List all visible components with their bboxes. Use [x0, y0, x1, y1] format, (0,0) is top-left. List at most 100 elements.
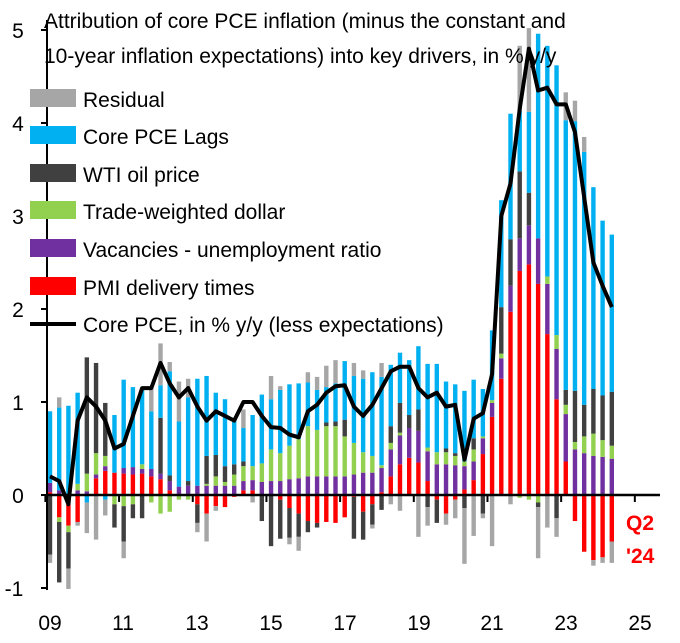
bar-segment-pmi-delivery-times-2023Q2 — [572, 495, 578, 522]
bar-segment-pmi-delivery-times-2022Q1 — [526, 264, 532, 495]
bar-segment-wti-oil-price-2009Q2 — [57, 521, 62, 583]
bar-segment-residual-2013Q1 — [195, 522, 200, 533]
bar-segment-pmi-delivery-times-2024Q2 — [609, 495, 615, 542]
bar-segment-pmi-delivery-times-2015Q4 — [296, 495, 301, 514]
bar-segment-wti-oil-price-2023Q2 — [572, 390, 578, 442]
bar-segment-pmi-delivery-times-2018Q2 — [388, 476, 393, 495]
bar-segment-vacancies-unemployment-ratio-2016Q4 — [333, 476, 338, 495]
bar-segment-residual-2017Q4 — [370, 524, 375, 529]
bar-segment-pmi-delivery-times-2020Q4 — [480, 454, 486, 495]
bar-segment-pmi-delivery-times-2021Q3 — [508, 311, 513, 495]
bar-segment-trade-weighted-dollar-2015Q4 — [296, 439, 301, 479]
bar-segment-trade-weighted-dollar-2018Q3 — [397, 432, 403, 436]
bar-segment-residual-2010Q1 — [84, 502, 90, 534]
bar-segment-core-pce-lags-2014Q2 — [241, 428, 246, 462]
bar-segment-core-pce-lags-2022Q4 — [554, 65, 559, 336]
bar-segment-trade-weighted-dollar-2022Q4 — [554, 335, 559, 349]
bar-segment-core-pce-lags-2014Q4 — [259, 394, 265, 464]
bar-segment-core-pce-lags-2013Q2 — [204, 375, 209, 456]
bar-segment-wti-oil-price-2011Q2 — [130, 504, 136, 519]
bar-segment-vacancies-unemployment-ratio-2021Q1 — [489, 402, 495, 417]
bar-segment-residual-2020Q3 — [471, 495, 476, 536]
bar-segment-core-pce-lags-2022Q1 — [526, 111, 532, 193]
bar-segment-residual-2022Q2 — [535, 507, 541, 559]
bar-segment-trade-weighted-dollar-2023Q4 — [591, 433, 596, 456]
bar-segment-vacancies-unemployment-ratio-2020Q3 — [471, 461, 476, 481]
bar-segment-pmi-delivery-times-2023Q1 — [563, 461, 568, 495]
bar-segment-wti-oil-price-2017Q1 — [342, 419, 347, 437]
bar-segment-wti-oil-price-2023Q4 — [591, 388, 596, 434]
bar-segment-residual-2015Q4 — [296, 536, 301, 551]
bar-segment-vacancies-unemployment-ratio-2018Q1 — [379, 468, 384, 493]
bar-segment-pmi-delivery-times-2016Q1 — [305, 495, 311, 522]
bar-segment-vacancies-unemployment-ratio-2014Q2 — [241, 481, 246, 491]
chart-title-line-1: Attribution of core PCE inflation (minus… — [44, 10, 566, 33]
bar-segment-trade-weighted-dollar-2011Q1 — [121, 495, 126, 507]
bar-segment-residual-2021Q1 — [489, 495, 495, 547]
bar-segment-vacancies-unemployment-ratio-2017Q2 — [351, 474, 357, 495]
bar-segment-core-pce-lags-2016Q2 — [314, 389, 320, 430]
bar-segment-pmi-delivery-times-2014Q2 — [241, 490, 246, 495]
bar-segment-vacancies-unemployment-ratio-2014Q3 — [250, 480, 255, 491]
bar-segment-core-pce-lags-2013Q3 — [213, 392, 218, 456]
bar-segment-vacancies-unemployment-ratio-2019Q3 — [434, 464, 440, 495]
bar-segment-core-pce-lags-2022Q2 — [535, 33, 541, 239]
bar-segment-trade-weighted-dollar-2020Q2 — [462, 461, 467, 467]
bar-segment-vacancies-unemployment-ratio-2020Q2 — [462, 466, 467, 490]
bar-segment-core-pce-lags-2013Q1 — [195, 378, 200, 486]
bar-segment-pmi-delivery-times-2016Q3 — [324, 495, 329, 522]
bar-segment-wti-oil-price-2012Q2 — [167, 475, 172, 482]
bar-segment-core-pce-lags-2024Q2 — [609, 234, 615, 392]
bar-segment-trade-weighted-dollar-2016Q2 — [314, 429, 320, 477]
bar-segment-residual-2011Q4 — [149, 388, 154, 412]
bar-segment-core-pce-lags-2010Q1 — [84, 495, 90, 503]
bar-segment-wti-oil-price-2010Q4 — [112, 504, 117, 528]
bar-segment-pmi-delivery-times-2021Q4 — [517, 270, 522, 495]
bar-segment-core-pce-lags-2009Q1 — [47, 411, 53, 483]
bar-segment-residual-2019Q4 — [443, 513, 449, 525]
bar-segment-wti-oil-price-2017Q2 — [351, 496, 357, 539]
bar-segment-residual-2016Q1 — [305, 372, 311, 383]
legend-label: Core PCE Lags — [83, 126, 229, 149]
bar-segment-trade-weighted-dollar-2012Q1 — [158, 495, 163, 514]
bar-segment-vacancies-unemployment-ratio-2023Q3 — [581, 453, 587, 495]
legend-swatch-vacancies — [30, 239, 76, 257]
bar-segment-trade-weighted-dollar-2021Q2 — [499, 353, 504, 359]
bar-segment-wti-oil-price-2013Q1 — [195, 504, 200, 523]
bar-segment-trade-weighted-dollar-2017Q1 — [342, 436, 347, 477]
bar-segment-trade-weighted-dollar-2015Q3 — [287, 445, 292, 480]
bar-segment-core-pce-lags-2018Q1 — [379, 376, 384, 466]
bar-segment-trade-weighted-dollar-2016Q4 — [333, 426, 338, 477]
bar-segment-pmi-delivery-times-2020Q2 — [462, 489, 467, 495]
x-tick-label: 17 — [333, 612, 356, 635]
bar-segment-core-pce-lags-2017Q4 — [370, 372, 375, 456]
bar-segment-residual-2017Q3 — [360, 370, 366, 379]
bar-segment-trade-weighted-dollar-2013Q3 — [213, 476, 218, 486]
bar-segment-vacancies-unemployment-ratio-2015Q4 — [296, 478, 301, 495]
x-tick-label: 19 — [407, 612, 430, 635]
chart-title-line-2: 10-year inflation expectations) into key… — [44, 45, 557, 68]
bar-segment-trade-weighted-dollar-2012Q2 — [167, 495, 172, 512]
bar-segment-trade-weighted-dollar-2015Q1 — [268, 449, 274, 482]
bar-segment-wti-oil-price-2023Q1 — [563, 389, 568, 405]
annotation-q2: Q2 — [626, 512, 654, 535]
bar-segment-residual-2015Q1 — [268, 375, 274, 400]
bar-segment-trade-weighted-dollar-2022Q1 — [526, 495, 532, 500]
bar-segment-vacancies-unemployment-ratio-2009Q1 — [47, 482, 53, 493]
bar-segment-vacancies-unemployment-ratio-2009Q2 — [57, 490, 62, 495]
bar-segment-wti-oil-price-2009Q3 — [66, 532, 71, 569]
bar-segment-pmi-delivery-times-2019Q3 — [434, 495, 440, 500]
bar-segment-wti-oil-price-2015Q3 — [287, 508, 292, 538]
bar-segment-residual-2010Q3 — [103, 499, 108, 516]
bar-segment-residual-2019Q2 — [425, 507, 430, 526]
bar-segment-pmi-delivery-times-2022Q4 — [554, 399, 559, 495]
y-tick-label: 0 — [12, 485, 24, 508]
bar-segment-vacancies-unemployment-ratio-2021Q4 — [517, 238, 522, 271]
bar-segment-pmi-delivery-times-2021Q1 — [489, 416, 495, 495]
bar-segment-wti-oil-price-2018Q3 — [397, 402, 403, 433]
bar-segment-pmi-delivery-times-2021Q2 — [499, 378, 504, 495]
y-tick-label: 5 — [12, 20, 24, 43]
bar-segment-trade-weighted-dollar-2014Q2 — [241, 466, 246, 482]
bar-segment-core-pce-lags-2024Q1 — [600, 220, 605, 396]
bar-segment-wti-oil-price-2011Q3 — [139, 495, 145, 519]
